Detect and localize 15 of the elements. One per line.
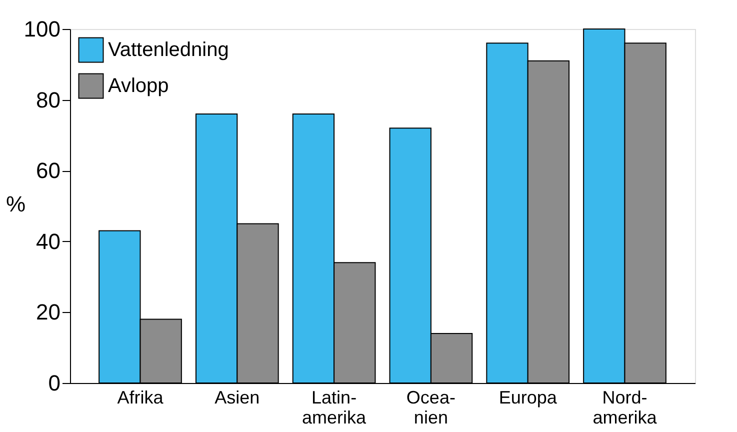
x-tick-label: Latin- amerika <box>302 388 368 428</box>
x-tick-label: Nord- amerika <box>592 388 658 428</box>
legend-label: Avlopp <box>108 75 169 97</box>
y-tick-label: 20 <box>36 300 60 325</box>
x-tick-label: Ocea- nien <box>406 388 456 428</box>
legend-label: Vattenledning <box>108 39 229 61</box>
y-tick-label: 100 <box>24 16 60 42</box>
x-tick-label: Asien <box>214 388 260 408</box>
x-tick-label: Afrika <box>117 388 164 408</box>
y-tick-label: 40 <box>36 228 60 254</box>
y-tick-label: 0 <box>48 370 60 396</box>
x-tick-label: Europa <box>498 388 558 408</box>
y-axis-title: % <box>6 192 26 216</box>
y-tick-label: 80 <box>36 87 60 112</box>
y-tick-label: 60 <box>36 158 60 184</box>
